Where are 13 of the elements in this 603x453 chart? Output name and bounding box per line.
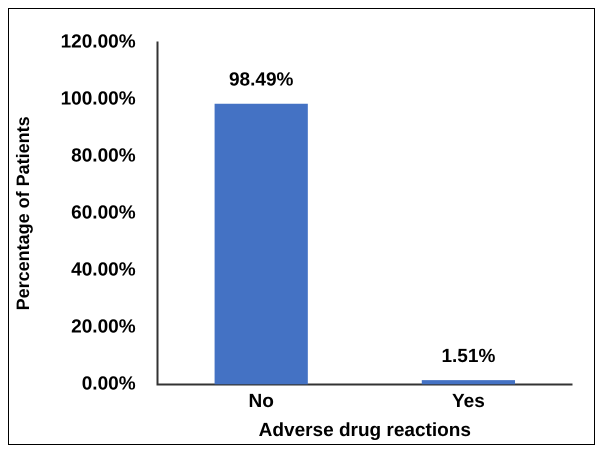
data-label: 1.51% — [441, 346, 496, 367]
x-axis-title: Adverse drug reactions — [258, 420, 471, 441]
y-tick-label: 100.00% — [60, 88, 136, 110]
y-tick-label: 60.00% — [71, 202, 136, 224]
y-tick-label: 80.00% — [71, 146, 136, 167]
x-tick-label: Yes — [452, 391, 485, 412]
data-label: 98.49% — [228, 69, 294, 90]
y-tick-label: 40.00% — [71, 260, 136, 281]
y-tick-label: 120.00% — [60, 32, 136, 53]
y-tick-label: 20.00% — [71, 316, 136, 338]
y-axis-title: Percentage of Patients — [12, 116, 33, 310]
x-tick-label: No — [248, 391, 274, 412]
y-tick-label: 0.00% — [82, 374, 136, 395]
